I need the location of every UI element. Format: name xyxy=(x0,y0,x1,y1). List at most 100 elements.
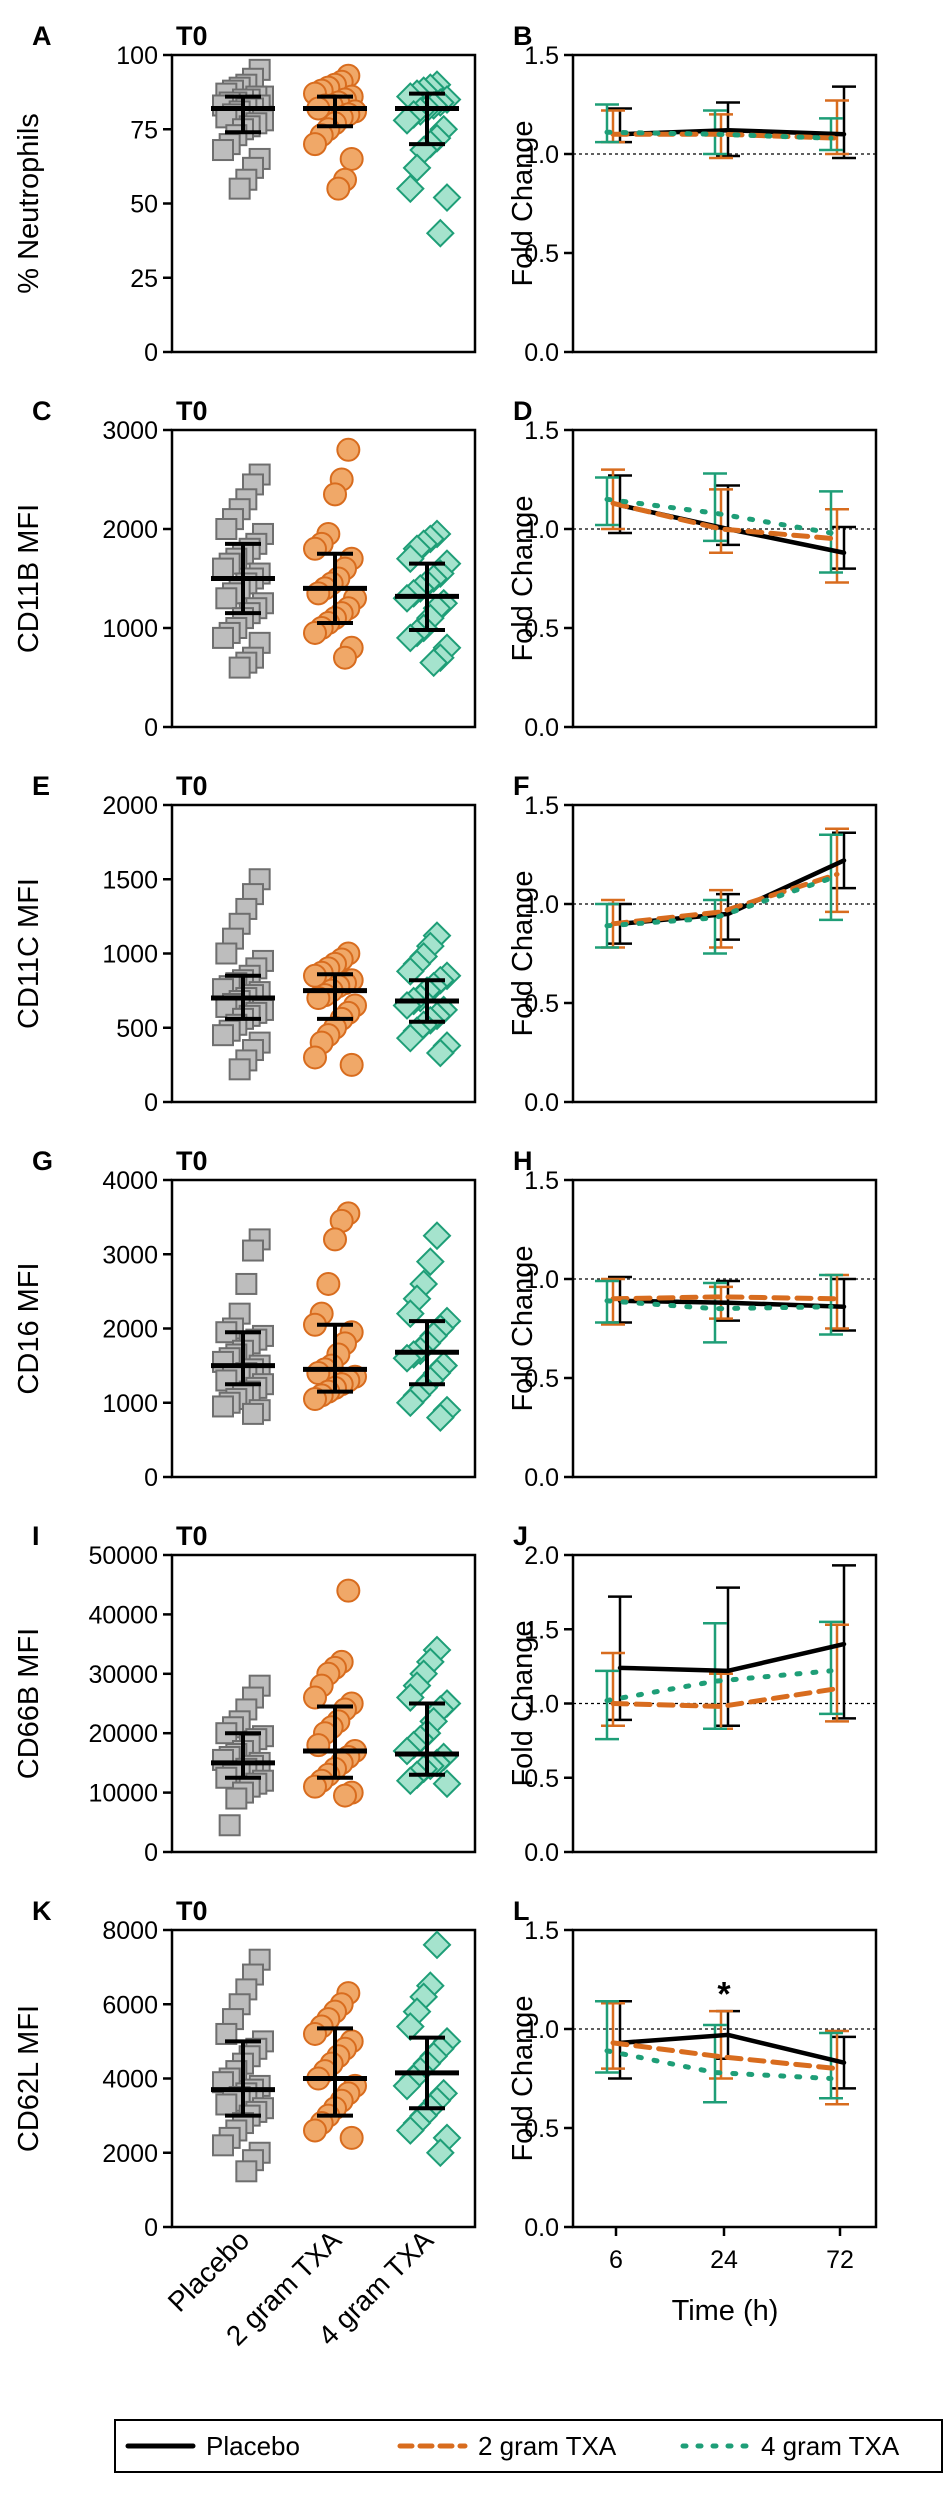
series-line xyxy=(604,496,834,536)
data-point-square xyxy=(228,656,251,679)
panel-title: T0 xyxy=(176,21,208,51)
data-point-circle xyxy=(316,1271,341,1296)
y-axis-label: CD62L MFI xyxy=(13,2005,45,2152)
data-point-circle xyxy=(303,2021,327,2046)
y-tick-label: 1.0 xyxy=(524,891,559,919)
y-tick-label: 1.5 xyxy=(524,792,559,820)
y-tick-label: 2000 xyxy=(102,2140,158,2168)
panel-title: T0 xyxy=(176,1521,208,1551)
y-tick-label: 25 xyxy=(130,265,158,293)
y-tick-label: 100 xyxy=(116,42,158,70)
data-point-square xyxy=(212,626,234,649)
x-tick-label: 24 xyxy=(710,2246,738,2274)
data-point-square xyxy=(218,1814,241,1837)
data-point-square xyxy=(225,1787,248,1810)
series-line xyxy=(617,1641,847,1674)
data-point-square xyxy=(212,2134,234,2157)
data-point-diamond xyxy=(425,218,455,248)
y-axis-label: % Neutrophils xyxy=(13,113,45,294)
data-point-diamond xyxy=(432,1769,462,1799)
data-point-circle xyxy=(303,620,327,645)
series-line xyxy=(604,1298,834,1312)
panel-letter: A xyxy=(32,21,52,51)
panel-letter: L xyxy=(513,1896,530,1926)
series-line xyxy=(617,858,847,927)
data-point-diamond xyxy=(432,183,462,212)
y-tick-label: 0.0 xyxy=(524,1089,559,1117)
y-tick-label: 2.0 xyxy=(524,1542,559,1570)
y-tick-label: 50000 xyxy=(88,1542,158,1570)
data-point-square xyxy=(242,1402,264,1425)
data-point-circle xyxy=(303,2118,327,2143)
series-line xyxy=(604,2048,834,2081)
y-tick-label: 0.0 xyxy=(524,339,559,367)
data-point-circle xyxy=(303,536,327,561)
y-tick-label: 3000 xyxy=(102,417,158,445)
data-point-square xyxy=(235,1272,258,1295)
series-line xyxy=(604,875,834,929)
data-point-square xyxy=(215,518,238,540)
data-point-circle xyxy=(303,1685,327,1710)
y-tick-label: 500 xyxy=(116,1015,158,1043)
data-point-circle xyxy=(303,1774,327,1799)
data-point-circle xyxy=(333,1783,357,1808)
y-tick-label: 1.0 xyxy=(524,1691,559,1719)
panel-letter: C xyxy=(32,396,52,426)
y-tick-label: 0.5 xyxy=(524,1365,559,1393)
y-axis-label: Fold Change xyxy=(507,870,539,1036)
data-point-diamond xyxy=(425,1038,455,1068)
y-tick-label: 40000 xyxy=(88,1601,158,1629)
series-line xyxy=(610,500,840,542)
data-point-square xyxy=(235,2160,258,2183)
plot-frame xyxy=(571,53,878,354)
y-tick-label: 1.0 xyxy=(524,516,559,544)
panel-title: T0 xyxy=(176,396,208,426)
data-point-square xyxy=(215,587,238,610)
y-tick-label: 0 xyxy=(144,339,158,367)
panel-letter: E xyxy=(32,771,50,801)
data-point-diamond xyxy=(395,1023,425,1053)
y-axis-label: Fold Change xyxy=(507,120,539,286)
y-tick-label: 1000 xyxy=(102,941,158,969)
y-tick-label: 0.0 xyxy=(524,1464,559,1492)
data-point-square xyxy=(228,177,251,200)
y-tick-label: 2000 xyxy=(102,1316,158,1344)
y-tick-label: 1500 xyxy=(102,866,158,894)
y-tick-label: 1.5 xyxy=(524,417,559,445)
y-tick-label: 1.0 xyxy=(524,1266,559,1294)
data-point-circle xyxy=(303,132,327,157)
series-line xyxy=(617,2032,847,2065)
data-point-square xyxy=(212,139,234,162)
y-tick-label: 10000 xyxy=(88,1780,158,1808)
y-axis-label: Fold Change xyxy=(507,1620,539,1786)
y-axis-label: CD66B MFI xyxy=(13,1628,45,1779)
data-point-circle xyxy=(336,437,361,462)
plot-frame xyxy=(571,428,878,729)
y-tick-label: 0.5 xyxy=(524,1765,559,1793)
panel-title: T0 xyxy=(176,1896,208,1926)
data-point-diamond xyxy=(392,105,422,135)
y-axis-label: CD16 MFI xyxy=(13,1262,45,1394)
y-tick-label: 0 xyxy=(144,1464,158,1492)
y-tick-label: 0.5 xyxy=(524,240,559,268)
data-point-square xyxy=(242,1239,264,1262)
data-point-square xyxy=(212,1395,234,1418)
plot-frame xyxy=(571,803,878,1104)
y-tick-label: 2000 xyxy=(102,792,158,820)
panel-letter: J xyxy=(513,1521,528,1551)
data-point-diamond xyxy=(425,2138,455,2168)
data-point-circle xyxy=(303,1045,327,1070)
y-tick-label: 1.5 xyxy=(524,1917,559,1945)
data-point-diamond xyxy=(419,648,449,678)
x-category-label: Placebo xyxy=(162,2224,255,2317)
data-point-diamond xyxy=(395,174,425,204)
data-point-diamond xyxy=(422,1930,452,1960)
series-line xyxy=(610,1686,840,1709)
plot-frame xyxy=(170,428,477,729)
y-axis-label: Fold Change xyxy=(507,495,539,661)
data-point-diamond xyxy=(395,956,425,986)
data-point-diamond xyxy=(402,153,432,183)
y-tick-label: 0 xyxy=(144,1089,158,1117)
plot-frame xyxy=(571,1178,878,1479)
y-tick-label: 75 xyxy=(130,116,158,144)
